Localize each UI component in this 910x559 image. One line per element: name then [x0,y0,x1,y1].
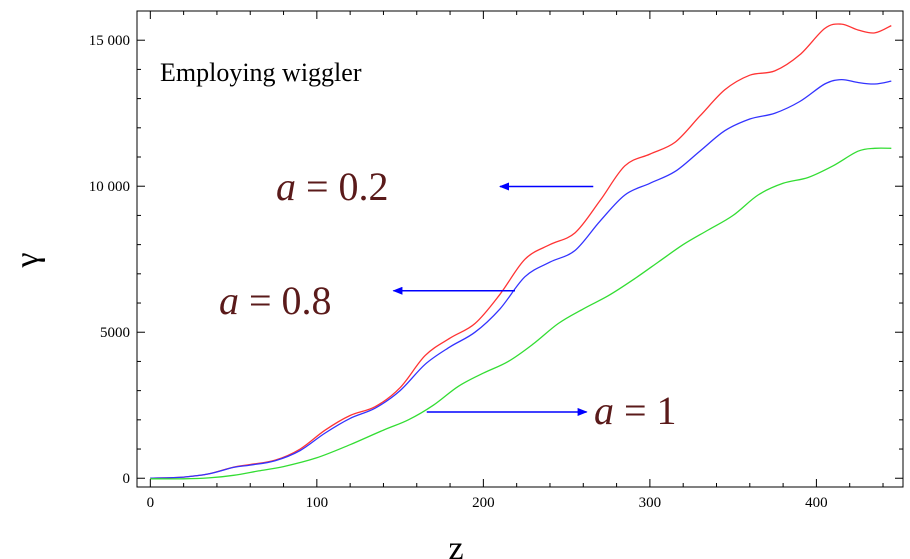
plot-frame [136,10,904,488]
annotation-a-1-var: a [594,388,614,433]
annotation-a-0-8-value: = 0.8 [239,278,332,323]
y-tick-label: 0 [123,471,131,487]
annotation-a-0-2-var: a [276,164,296,209]
annotation-a-0-8: a = 0.8 [219,278,332,323]
series-line-1 [150,78,892,479]
x-tick-label: 200 [472,495,495,511]
axis-ticks: 0 100 200 300 400 0 5000 10 000 15 000 [89,11,903,511]
annotation-a-0-2-value: = 0.2 [296,164,389,209]
y-tick-label: 10 000 [89,179,130,195]
annotation-a-0-2: a = 0.2 [276,164,389,209]
annotation-a-1-value: = 1 [614,388,677,433]
series-group [150,23,892,480]
x-axis-label: z [448,530,463,559]
annotation-title: Employing wiggler [160,58,362,87]
y-tick-label: 5000 [100,325,130,341]
y-tick-label: 15 000 [89,33,130,49]
series-line-0 [150,23,892,479]
annotation-a-0-8-var: a [219,278,239,323]
x-tick-label: 400 [805,495,828,511]
x-tick-label: 0 [147,495,155,511]
x-tick-label: 300 [639,495,662,511]
series-line-2 [150,147,892,480]
y-axis-label: γ [9,252,46,268]
annotation-a-1: a = 1 [594,388,677,433]
x-tick-label: 100 [306,495,329,511]
arrow-group [392,182,594,416]
